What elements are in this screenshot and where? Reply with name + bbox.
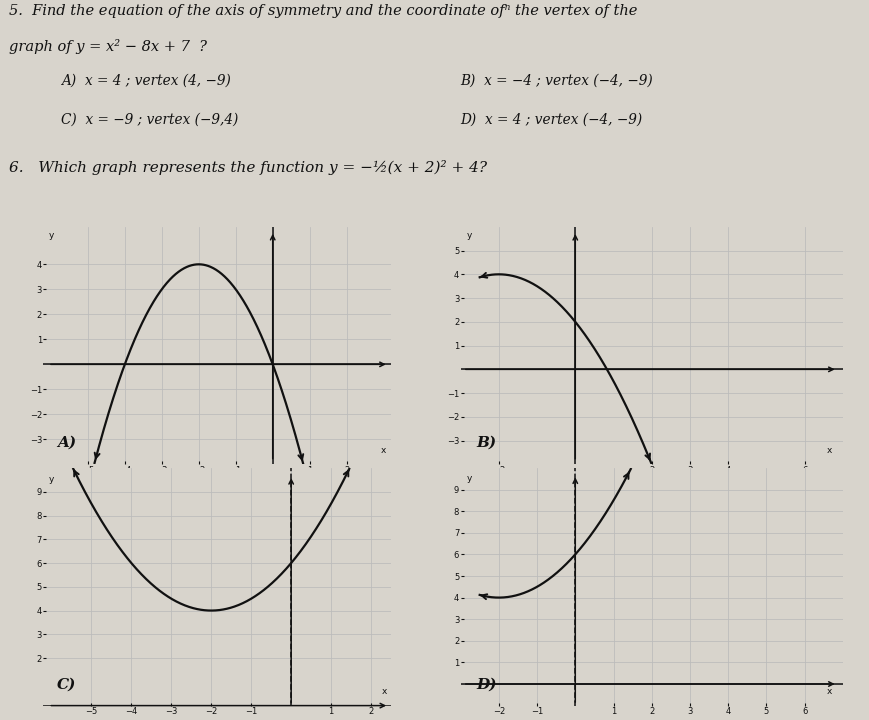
Text: y: y bbox=[49, 475, 54, 484]
Text: 5.  Find the equation of the axis of symmetry and the coordinate ofⁿ the vertex : 5. Find the equation of the axis of symm… bbox=[9, 4, 637, 18]
Text: A): A) bbox=[57, 436, 76, 450]
Text: 6.   Which graph represents the function y = −½(x + 2)² + 4?: 6. Which graph represents the function y… bbox=[9, 160, 487, 175]
Text: B)  x = −4 ; vertex (−4, −9): B) x = −4 ; vertex (−4, −9) bbox=[461, 73, 653, 87]
Text: y: y bbox=[49, 231, 54, 240]
Text: x: x bbox=[826, 687, 833, 696]
Text: D)  x = 4 ; vertex (−4, −9): D) x = 4 ; vertex (−4, −9) bbox=[461, 112, 643, 126]
Text: y: y bbox=[467, 474, 472, 484]
Text: D): D) bbox=[476, 678, 496, 691]
Text: C)  x = −9 ; vertex (−9,4): C) x = −9 ; vertex (−9,4) bbox=[61, 112, 238, 126]
Text: y: y bbox=[467, 231, 472, 240]
Text: A)  x = 4 ; vertex (4, −9): A) x = 4 ; vertex (4, −9) bbox=[61, 73, 230, 87]
Text: x: x bbox=[826, 446, 833, 455]
Text: B): B) bbox=[476, 436, 496, 450]
Text: x: x bbox=[381, 687, 387, 696]
Text: C): C) bbox=[57, 678, 76, 691]
Text: graph of y = x² − 8x + 7  ?: graph of y = x² − 8x + 7 ? bbox=[9, 39, 207, 54]
Text: x: x bbox=[381, 446, 387, 455]
